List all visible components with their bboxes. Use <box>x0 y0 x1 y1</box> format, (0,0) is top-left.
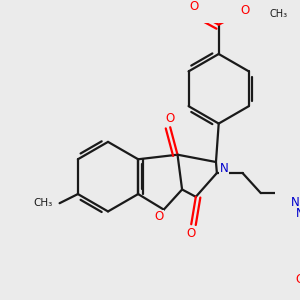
Text: N: N <box>291 196 300 209</box>
Text: N: N <box>220 162 229 175</box>
Text: O: O <box>187 227 196 240</box>
Text: N: N <box>296 207 300 220</box>
Text: O: O <box>154 210 164 224</box>
Text: O: O <box>189 0 199 13</box>
Text: O: O <box>296 273 300 286</box>
Text: O: O <box>166 112 175 124</box>
Text: O: O <box>241 4 250 17</box>
Text: CH₃: CH₃ <box>33 198 52 208</box>
Text: CH₃: CH₃ <box>270 9 288 19</box>
